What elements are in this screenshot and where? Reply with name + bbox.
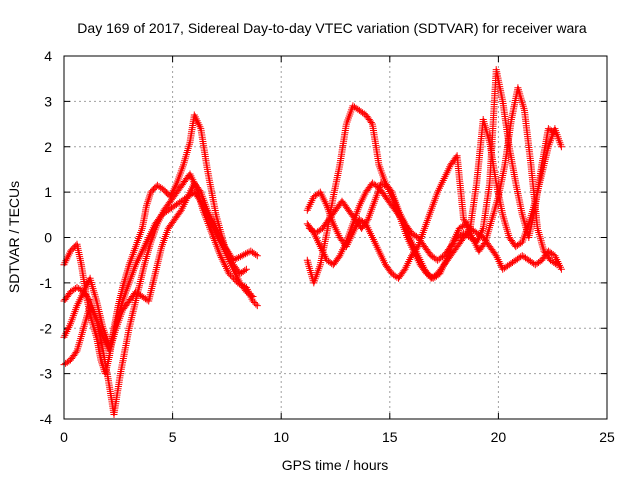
y-tick-label: 1 xyxy=(44,184,52,200)
y-tick-label: 0 xyxy=(44,230,52,246)
series-7 xyxy=(305,84,561,282)
y-tick-label: -3 xyxy=(40,366,53,382)
series-1 xyxy=(60,170,261,418)
y-axis-label: SDTVAR / TECUs xyxy=(6,181,22,293)
grid-lines xyxy=(64,56,607,419)
y-tick-label: -2 xyxy=(40,320,53,336)
x-tick-label: 10 xyxy=(273,429,289,445)
x-axis-label: GPS time / hours xyxy=(282,457,389,473)
x-tick-label: 20 xyxy=(491,429,507,445)
x-tick-label: 15 xyxy=(382,429,398,445)
y-tick-label: -4 xyxy=(40,411,53,427)
chart-title: Day 169 of 2017, Sidereal Day-to-day VTE… xyxy=(77,20,587,36)
x-tick-labels: 0 5 10 15 20 25 xyxy=(60,429,615,445)
data-points xyxy=(60,66,565,418)
x-tick-label: 25 xyxy=(599,429,615,445)
y-tick-label: 3 xyxy=(44,93,52,109)
y-tick-label: 2 xyxy=(44,139,52,155)
series-markers xyxy=(305,84,561,282)
y-tick-labels: -4 -3 -2 -1 0 1 2 3 4 xyxy=(40,48,53,427)
x-tick-label: 0 xyxy=(60,429,68,445)
series-markers xyxy=(60,170,261,418)
x-tick-label: 5 xyxy=(169,429,177,445)
y-tick-label: -1 xyxy=(40,275,53,291)
plot-frame xyxy=(63,55,608,420)
y-tick-label: 4 xyxy=(44,48,52,64)
